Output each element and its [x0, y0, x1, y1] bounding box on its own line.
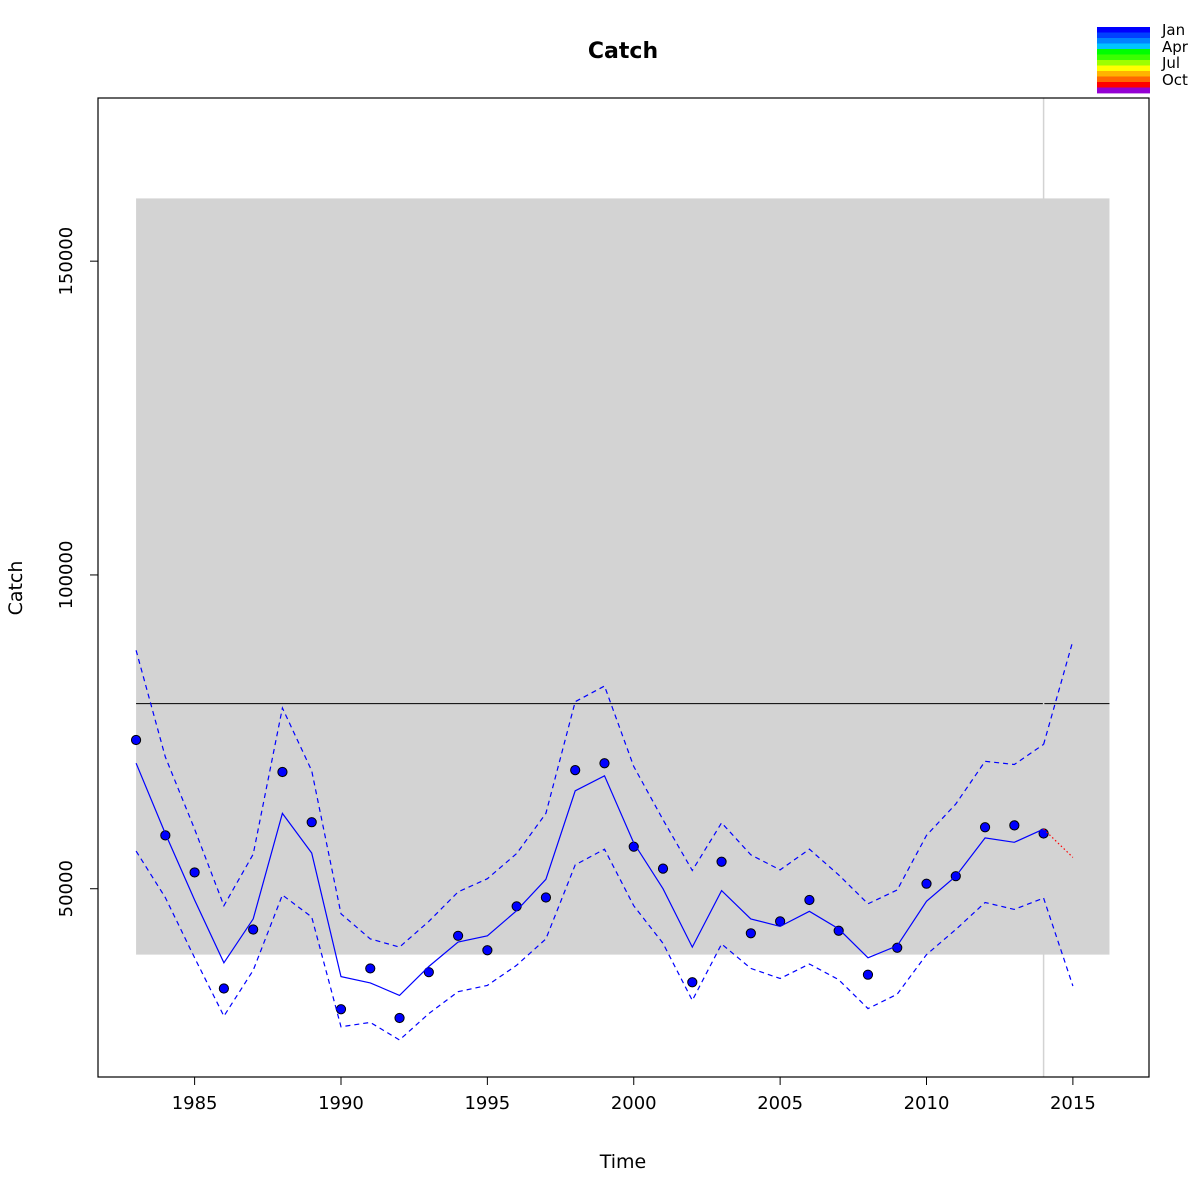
observed-point — [394, 1012, 405, 1024]
fitted-line — [135, 762, 1044, 997]
observed-point — [365, 963, 376, 974]
legend-color-step — [1097, 49, 1150, 55]
observed-point — [130, 734, 142, 746]
observed-point — [979, 822, 991, 833]
observed-point — [540, 892, 552, 903]
observed-point — [189, 867, 200, 878]
observed-point — [1009, 820, 1020, 831]
reference-line-layer — [136, 98, 1110, 1077]
observed-point — [921, 878, 932, 889]
x-tick-label: 2015 — [1050, 1093, 1096, 1114]
upper-line — [135, 650, 1044, 948]
observed-point — [833, 925, 844, 936]
legend-color-step — [1097, 60, 1150, 66]
observed-point — [570, 765, 581, 776]
legend-label: Jan — [1161, 21, 1185, 39]
x-axis: 1985 1990 1995 2000 2005 2010 2015 — [172, 1077, 1096, 1114]
observed-point — [306, 817, 317, 828]
forecast-lower-line — [1043, 897, 1074, 987]
observed-point — [804, 894, 815, 906]
observed-point — [745, 928, 756, 939]
y-tick-label: 150000 — [56, 227, 77, 296]
legend-color-step — [1097, 54, 1150, 61]
observed-point — [335, 1004, 347, 1015]
forecast-mean-line — [1043, 828, 1074, 858]
observed-point — [452, 930, 464, 941]
plot-area — [97, 97, 1150, 1078]
observed-point — [687, 977, 698, 988]
observed-point — [277, 766, 288, 778]
observed-point — [657, 863, 669, 874]
observed-point — [218, 983, 229, 994]
legend-label: Oct — [1162, 71, 1188, 89]
lower-line — [135, 848, 1044, 1041]
y-axis: 50000 100000 150000 — [56, 227, 98, 917]
x-tick-label: 2005 — [757, 1093, 803, 1114]
x-tick-label: 1985 — [172, 1093, 218, 1114]
legend-label: Jul — [1161, 54, 1180, 72]
legend-label: Apr — [1162, 38, 1189, 56]
x-tick-label: 2010 — [904, 1093, 950, 1114]
shaded-band-layer — [136, 198, 1110, 955]
legend-color-step — [1097, 76, 1150, 83]
series-layer — [130, 640, 1074, 1041]
plot-border — [97, 97, 1150, 1078]
shaded-band — [136, 198, 1110, 955]
x-tick-label: 2000 — [611, 1093, 657, 1114]
observed-point — [248, 924, 259, 935]
legend-color-step — [1097, 43, 1150, 50]
legend-color-step — [1097, 82, 1150, 88]
chart-title: Catch — [588, 39, 658, 64]
observed-point — [716, 856, 727, 867]
x-axis-label: Time — [599, 1151, 647, 1173]
observed-point — [1038, 828, 1049, 839]
x-tick-label: 1990 — [318, 1093, 364, 1114]
x-tick-label: 1995 — [464, 1093, 510, 1114]
legend-color-step — [1097, 87, 1150, 94]
legend-color-step — [1097, 38, 1150, 44]
observed-point — [862, 969, 874, 980]
legend-color-step — [1097, 32, 1150, 39]
observed-point — [599, 758, 610, 769]
legend-color-step — [1097, 71, 1150, 77]
y-tick-label: 100000 — [56, 541, 77, 610]
legend-color-step — [1097, 27, 1150, 33]
legend-color-step — [1097, 65, 1150, 72]
observed-point — [423, 967, 434, 978]
y-axis-label: Catch — [5, 561, 27, 616]
observed-point — [511, 901, 522, 912]
y-tick-label: 50000 — [56, 860, 77, 917]
observed-point — [482, 945, 493, 956]
